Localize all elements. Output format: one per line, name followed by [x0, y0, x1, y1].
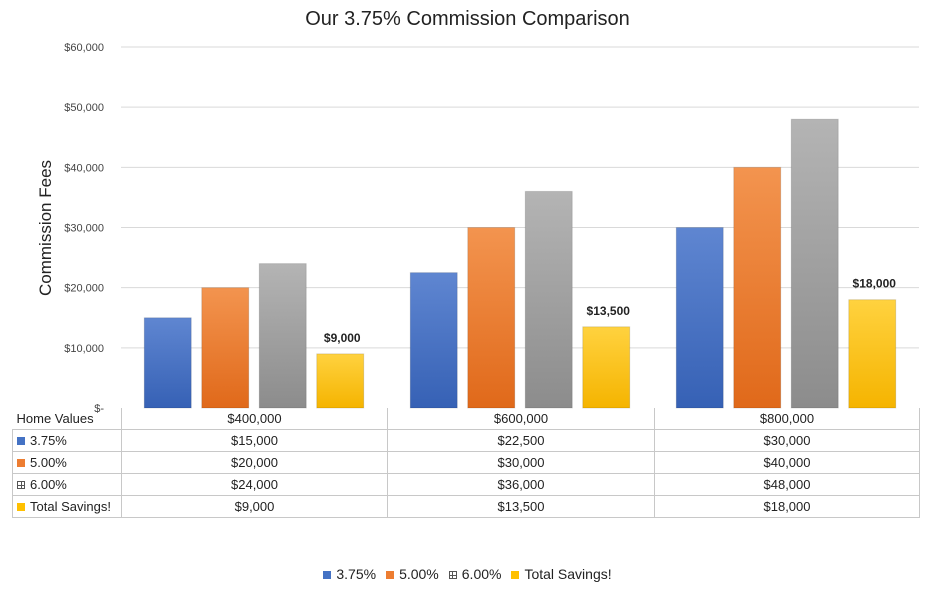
- y-tick-label: $40,000: [64, 162, 104, 174]
- data-labels: $9,000 $13,500 $18,000: [324, 277, 896, 345]
- bar: [524, 190, 573, 409]
- table-cell: $18,000: [654, 495, 920, 518]
- legend-swatch: [448, 571, 457, 579]
- series-name: 6.00%: [12, 473, 122, 496]
- data-label: $18,000: [853, 277, 897, 291]
- series-key-swatch: [17, 437, 25, 445]
- chart-title: Our 3.75% Commission Comparison: [305, 8, 630, 30]
- legend-item: Total Savings!: [511, 566, 612, 582]
- series-key-swatch: [17, 481, 25, 489]
- y-tick-label: $20,000: [64, 283, 104, 295]
- series-name: 5.00%: [12, 451, 122, 474]
- legend-label: Total Savings!: [524, 566, 612, 582]
- data-table: Home Values $400,000 $600,000 $800,000 3.75%…: [12, 408, 920, 518]
- table-cell: $22,500: [387, 429, 655, 452]
- table-row: Total Savings! $9,000 $13,500 $18,000: [12, 495, 920, 518]
- legend-label: 3.75%: [336, 566, 377, 582]
- table-cell: $13,500: [387, 495, 655, 518]
- data-label: $13,500: [587, 304, 631, 318]
- legend-swatch: [386, 571, 395, 579]
- series-key-swatch: [17, 503, 25, 511]
- category-label: $800,000: [654, 408, 920, 430]
- table-row: 6.00% $24,000 $36,000 $48,000: [12, 473, 920, 496]
- bar: [848, 299, 897, 409]
- bar: [143, 317, 192, 409]
- legend-swatch: [323, 571, 332, 579]
- bars: [143, 118, 897, 409]
- table-cell: $20,000: [121, 451, 388, 474]
- table-cell: $48,000: [654, 473, 920, 496]
- bar: [582, 326, 631, 409]
- legend-item: 3.75%: [323, 566, 376, 582]
- y-tick-label: $30,000: [64, 223, 104, 235]
- table-cell: $30,000: [387, 451, 655, 474]
- gridlines: [121, 46, 919, 349]
- table-cell: $9,000: [121, 495, 388, 518]
- data-label: $9,000: [324, 331, 361, 345]
- table-cell: $30,000: [654, 429, 920, 452]
- table-row: 5.00% $20,000 $30,000 $40,000: [12, 451, 920, 474]
- bar: [467, 227, 516, 409]
- y-axis-label: Commission Fees: [36, 160, 55, 296]
- y-axis-ticks: $-$10,000$20,000$30,000$40,000$50,000$60…: [64, 42, 104, 415]
- series-name: 3.75%: [12, 429, 122, 452]
- category-label: $400,000: [121, 408, 388, 430]
- category-label: $600,000: [387, 408, 655, 430]
- table-header-label: Home Values: [12, 408, 122, 430]
- table-cell: $15,000: [121, 429, 388, 452]
- bar: [790, 118, 839, 409]
- y-tick-label: $10,000: [64, 343, 104, 355]
- legend-item: 6.00%: [448, 566, 502, 582]
- bar: [316, 353, 365, 409]
- legend-item: 5.00%: [386, 566, 439, 582]
- bar: [258, 263, 307, 409]
- legend: 3.75% 5.00% 6.00% Total Savings!: [0, 566, 935, 582]
- legend-label: 5.00%: [399, 566, 439, 582]
- bar: [201, 287, 250, 409]
- table-cell: $40,000: [654, 451, 920, 474]
- bar: [409, 272, 458, 409]
- legend-swatch: [511, 571, 520, 579]
- bar: [675, 227, 724, 409]
- table-header-row: Home Values $400,000 $600,000 $800,000: [12, 408, 920, 430]
- bar: [733, 166, 782, 409]
- table-cell: $24,000: [121, 473, 388, 496]
- y-tick-label: $60,000: [64, 42, 104, 54]
- y-tick-label: $50,000: [64, 102, 104, 114]
- series-key-swatch: [17, 459, 25, 467]
- table-row: 3.75% $15,000 $22,500 $30,000: [12, 429, 920, 452]
- series-name: Total Savings!: [12, 495, 122, 518]
- table-cell: $36,000: [387, 473, 655, 496]
- legend-label: 6.00%: [461, 566, 502, 582]
